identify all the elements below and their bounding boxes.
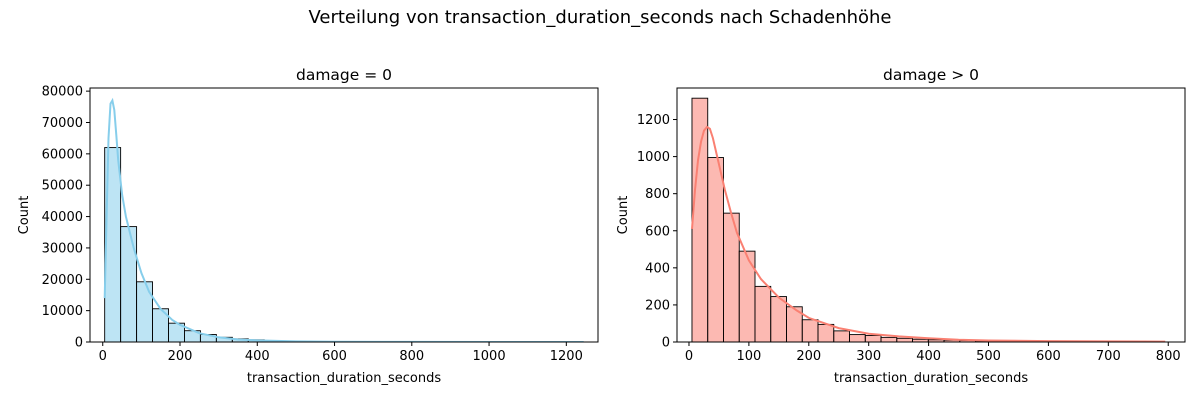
histogram-bar <box>880 336 898 342</box>
histogram-bar <box>754 285 772 342</box>
histogram-bar <box>833 330 850 342</box>
histogram-bar <box>896 337 913 342</box>
axes-frame <box>89 87 599 343</box>
x-tick-label: 1200 <box>550 349 583 364</box>
kde-line <box>103 97 584 342</box>
y-tick-label: 60000 <box>42 147 83 162</box>
x-tick-label: 800 <box>1156 349 1181 364</box>
histogram-bar <box>801 319 819 342</box>
histogram-bar <box>691 97 709 342</box>
y-tick-label: 200 <box>645 298 670 313</box>
y-tick-label: 0 <box>662 336 670 351</box>
histogram-bar <box>849 334 866 342</box>
x-tick-label: 300 <box>856 349 881 364</box>
y-axis-label: Count <box>17 196 32 235</box>
y-tick-label: 10000 <box>42 304 83 319</box>
y-tick-label: 50000 <box>42 179 83 194</box>
histogram-bar <box>136 281 153 342</box>
y-tick-label: 400 <box>645 261 670 276</box>
histogram-bar <box>864 335 882 342</box>
x-tick-label: 200 <box>168 349 193 364</box>
x-axis-label: transaction_duration_seconds <box>247 371 442 386</box>
x-tick-label: 400 <box>916 349 941 364</box>
y-tick-label: 1000 <box>637 150 670 165</box>
histogram-bar <box>817 323 835 342</box>
y-tick-label: 80000 <box>42 85 83 100</box>
y-tick-label: 20000 <box>42 273 83 288</box>
x-tick-label: 0 <box>99 349 107 364</box>
histogram-bar <box>707 157 724 342</box>
y-tick-label: 0 <box>75 336 83 351</box>
kde-line <box>691 125 1166 342</box>
y-tick-label: 30000 <box>42 241 83 256</box>
histogram-bar <box>120 226 138 342</box>
y-tick-label: 70000 <box>42 116 83 131</box>
figure-suptitle: Verteilung von transaction_duration_seco… <box>308 7 891 28</box>
x-tick-label: 400 <box>245 349 270 364</box>
y-tick-label: 1200 <box>637 113 670 128</box>
plot-area <box>691 97 1166 342</box>
panel-title: damage = 0 <box>296 66 392 84</box>
panel-title: damage > 0 <box>883 66 979 84</box>
x-tick-label: 0 <box>685 349 693 364</box>
x-tick-label: 1000 <box>473 349 506 364</box>
y-tick-label: 800 <box>645 187 670 202</box>
x-axis-label: transaction_duration_seconds <box>834 371 1029 386</box>
y-tick-label: 600 <box>645 224 670 239</box>
x-tick-label: 800 <box>399 349 424 364</box>
x-tick-label: 500 <box>976 349 1001 364</box>
histogram-bar <box>770 296 787 342</box>
axes-frame <box>676 87 1186 343</box>
y-axis-label: Count <box>616 196 631 235</box>
x-tick-label: 600 <box>322 349 347 364</box>
x-tick-label: 700 <box>1096 349 1121 364</box>
plot-area <box>103 97 584 342</box>
x-tick-label: 200 <box>796 349 821 364</box>
x-tick-label: 600 <box>1036 349 1061 364</box>
y-tick-label: 40000 <box>42 210 83 225</box>
chart-panel-1: 0 200 400 600 800 1000 1200 0 10000 20000 30000 400… <box>17 66 599 386</box>
chart-panel-2: 0 100 200 300 400 500 600 700 800 0 200 400 600 800 10… <box>616 66 1186 386</box>
x-tick-label: 100 <box>736 349 761 364</box>
